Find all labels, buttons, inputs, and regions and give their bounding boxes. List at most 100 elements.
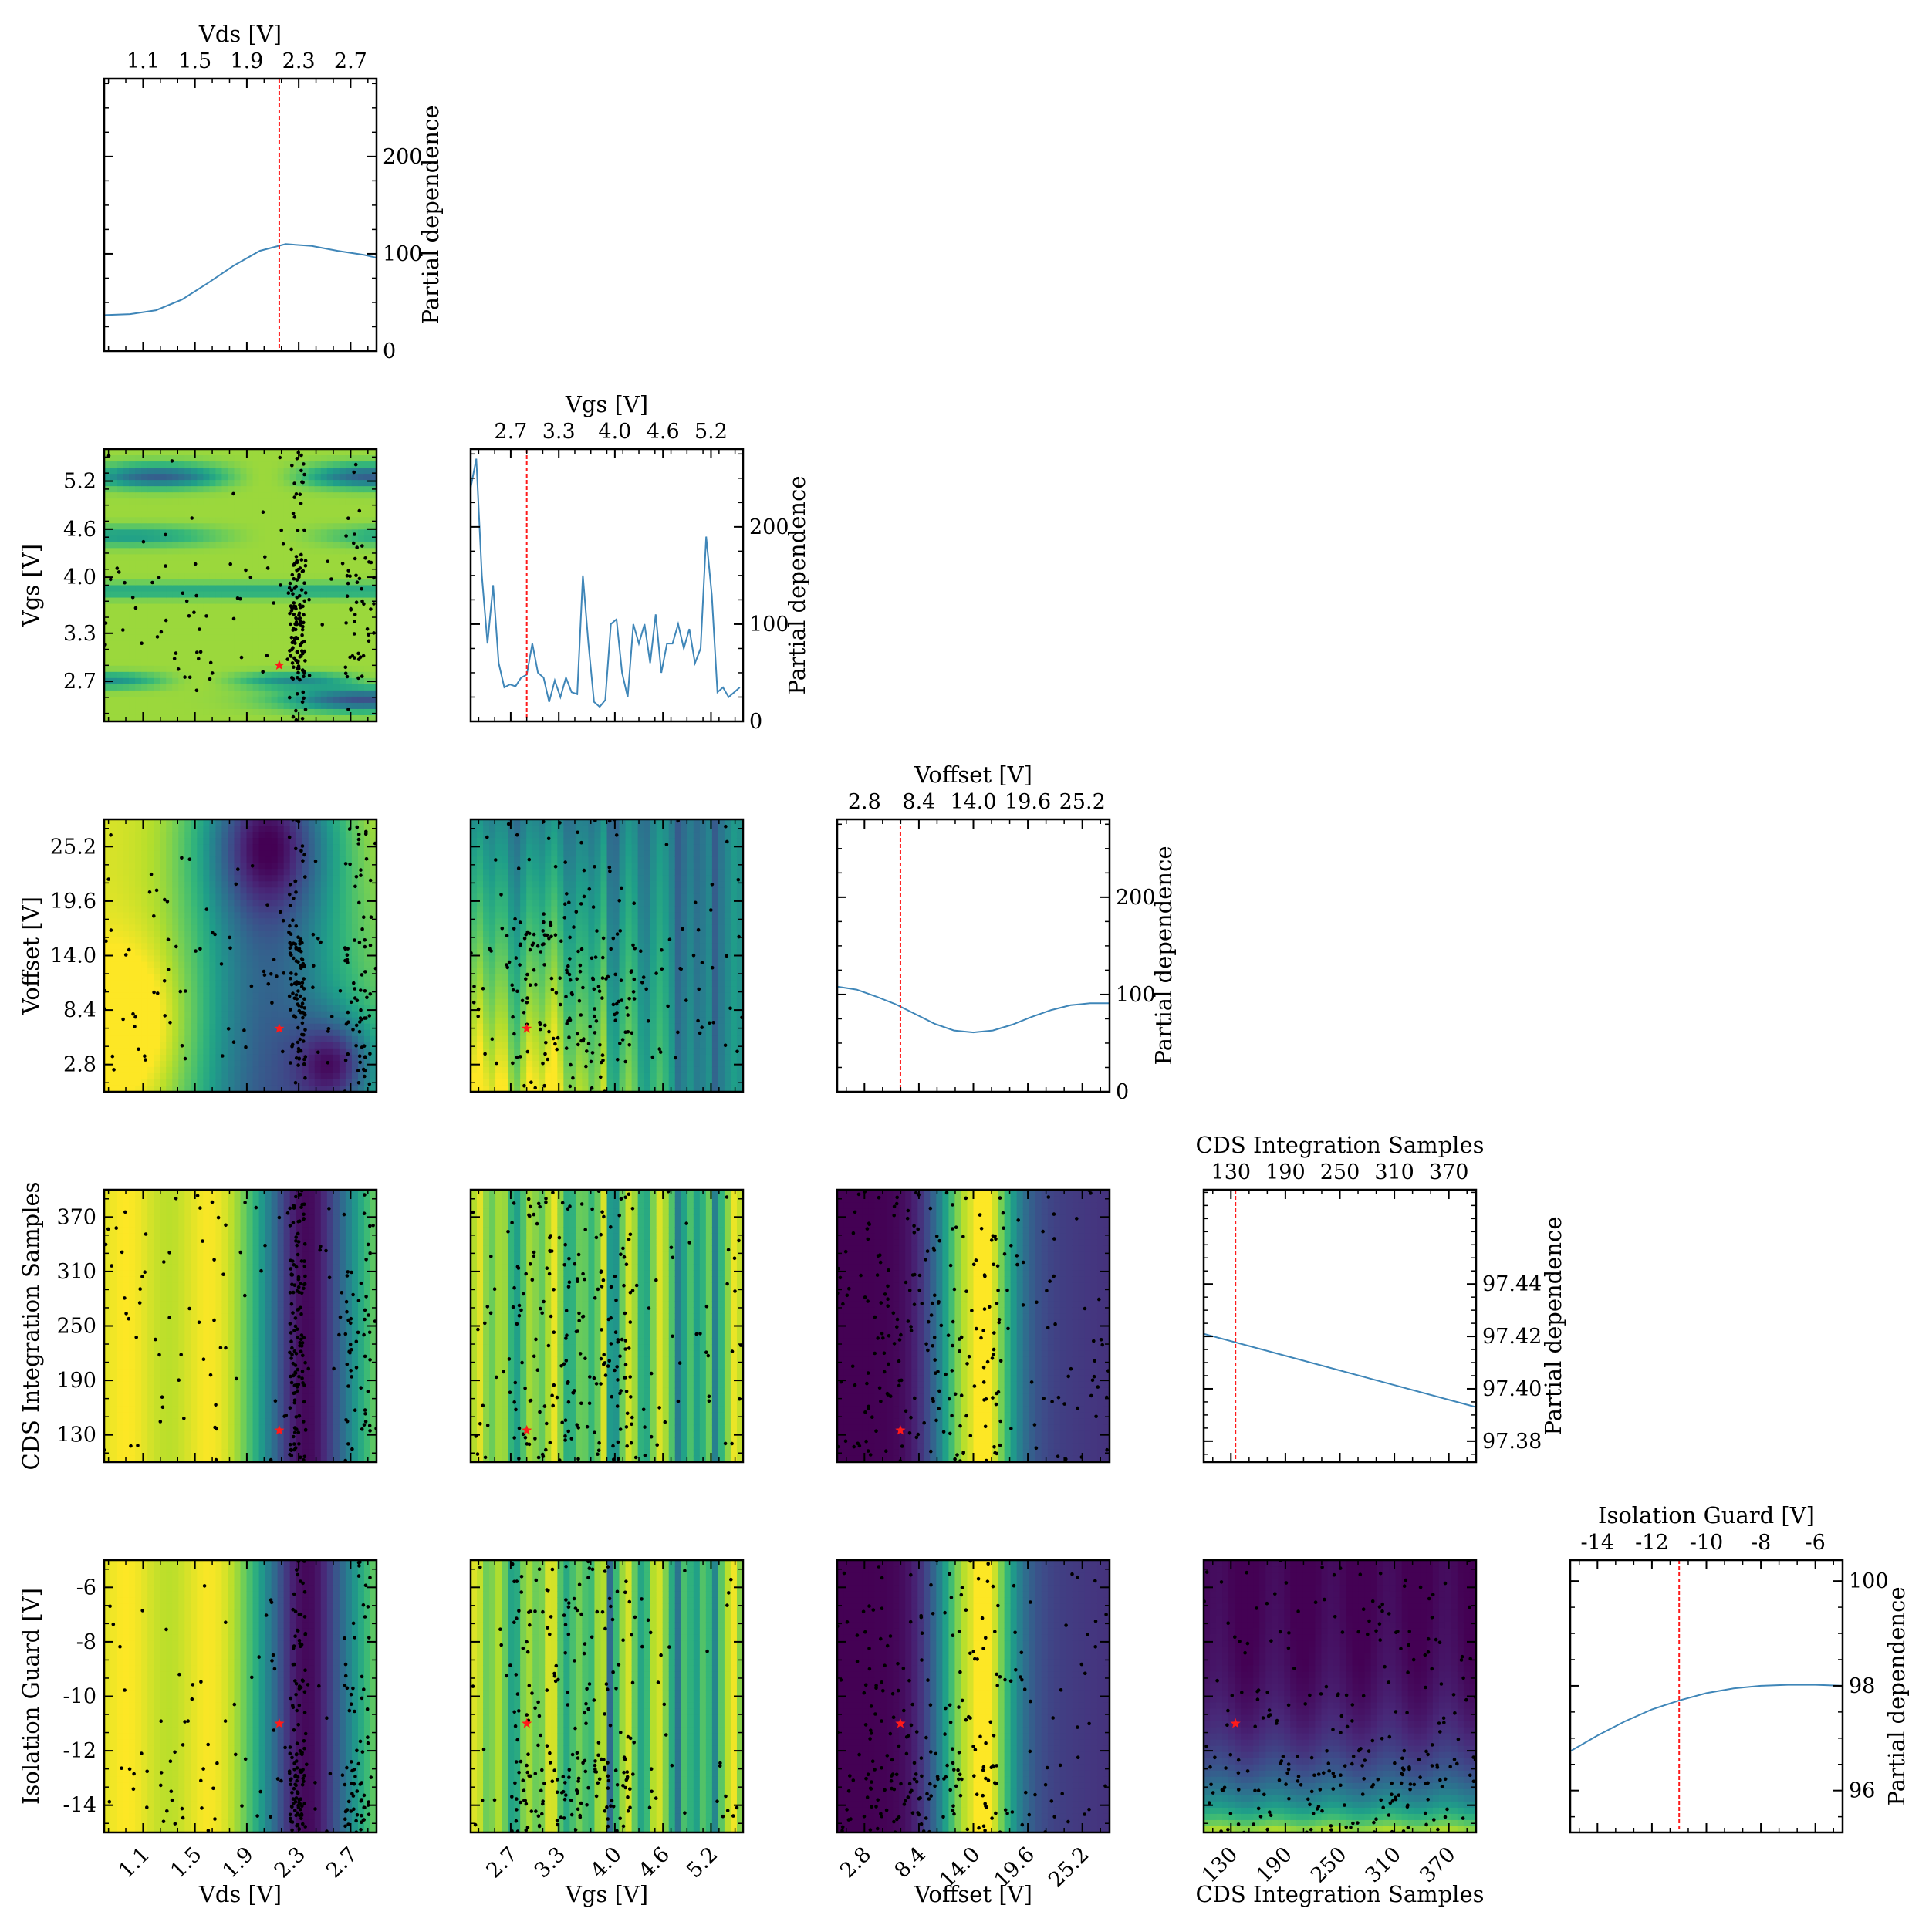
heatmap-cell — [234, 610, 241, 617]
heatmap-cell — [117, 523, 123, 530]
heatmap-cell — [315, 968, 322, 975]
heatmap-cell — [228, 486, 235, 493]
heatmap-cell — [147, 949, 154, 956]
heatmap-cell — [253, 956, 260, 963]
heatmap-cell — [278, 949, 285, 956]
heatmap-cell — [135, 623, 142, 630]
heatmap-cell — [296, 881, 303, 888]
heatmap-cell — [166, 1061, 173, 1068]
heatmap-cell — [502, 906, 508, 913]
heatmap-cell — [135, 560, 142, 567]
sample-point — [279, 910, 282, 914]
sample-point — [116, 566, 120, 570]
heatmap-cell — [321, 455, 328, 462]
heatmap-cell — [154, 863, 160, 870]
heatmap-cell — [172, 623, 179, 630]
heatmap-cell — [309, 1012, 316, 1018]
heatmap-cell — [327, 654, 334, 660]
heatmap-cell — [265, 819, 272, 826]
heatmap-cell — [278, 635, 285, 642]
sample-point — [144, 1058, 147, 1062]
heatmap-cell — [228, 838, 235, 845]
sample-point — [299, 1038, 302, 1042]
heatmap-cell — [228, 968, 235, 975]
heatmap-cell — [123, 918, 130, 925]
sample-point — [152, 914, 156, 918]
heatmap-cell — [160, 850, 167, 857]
heatmap-cell — [154, 554, 160, 561]
heatmap-cell — [203, 999, 210, 1006]
heatmap-cell — [228, 498, 235, 505]
heatmap-cell — [333, 610, 340, 617]
heatmap-cell — [234, 1079, 241, 1086]
heatmap-cell — [333, 850, 340, 857]
heatmap-cell — [147, 560, 154, 567]
heatmap-cell — [221, 598, 228, 605]
heatmap-cell — [272, 844, 279, 851]
heatmap-cell — [123, 893, 130, 900]
heatmap-cell — [154, 850, 160, 857]
heatmap-cell — [284, 449, 291, 456]
sample-point — [297, 617, 301, 621]
sample-point — [299, 606, 302, 610]
heatmap-cell — [215, 529, 222, 536]
heatmap-cell — [160, 703, 167, 710]
heatmap-cell — [259, 844, 266, 851]
heatmap-cell — [141, 610, 148, 617]
heatmap-cell — [197, 974, 204, 981]
heatmap-cell — [110, 912, 117, 919]
heatmap-cell — [290, 474, 297, 481]
heatmap-cell — [489, 1079, 496, 1086]
heatmap-cell — [234, 672, 241, 679]
heatmap-cell — [160, 999, 167, 1006]
heatmap-cell — [129, 654, 136, 660]
sample-point — [292, 665, 296, 669]
heatmap-cell — [483, 844, 490, 851]
heatmap-cell — [160, 949, 167, 956]
heatmap-cell — [129, 1036, 136, 1043]
heatmap-cell — [253, 486, 260, 493]
heatmap-cell — [123, 987, 130, 994]
heatmap-cell — [215, 468, 222, 475]
heatmap-cell — [104, 819, 111, 826]
heatmap-cell — [221, 672, 228, 679]
sample-point — [316, 1051, 320, 1055]
heatmap-cell — [172, 616, 179, 623]
heatmap-cell — [184, 1030, 191, 1037]
heatmap-cell — [110, 1079, 117, 1086]
sample-point — [294, 942, 298, 946]
heatmap-cell — [352, 1073, 359, 1080]
heatmap-cell — [141, 949, 148, 956]
heatmap-cell — [234, 492, 241, 499]
heatmap-cell — [172, 542, 179, 549]
heatmap-cell — [259, 629, 266, 636]
heatmap-cell — [358, 635, 365, 642]
heatmap-cell — [184, 554, 191, 561]
heatmap-cell — [272, 604, 279, 611]
heatmap-cell — [110, 968, 117, 975]
heatmap-cell — [117, 573, 123, 579]
heatmap-cell — [184, 492, 191, 499]
heatmap-cell — [241, 697, 248, 704]
heatmap-cell — [215, 672, 222, 679]
heatmap-cell — [302, 943, 309, 950]
heatmap-cell — [247, 875, 254, 882]
heatmap-cell — [221, 956, 228, 963]
heatmap-cell — [178, 906, 185, 913]
heatmap-cell — [191, 832, 198, 839]
heatmap-cell — [147, 1079, 154, 1086]
sample-point — [358, 1020, 362, 1024]
heatmap-cell — [178, 492, 185, 499]
heatmap-cell — [340, 844, 346, 851]
heatmap-cell — [154, 672, 160, 679]
heatmap-cell — [327, 566, 334, 573]
heatmap-cell — [253, 586, 260, 593]
heatmap-cell — [284, 962, 291, 969]
heatmap-cell — [471, 1024, 478, 1031]
heatmap-cell — [327, 893, 334, 900]
heatmap-cell — [123, 474, 130, 481]
heatmap-cell — [253, 832, 260, 839]
heatmap-cell — [166, 912, 173, 919]
heatmap-cell — [358, 492, 365, 499]
heatmap-cell — [135, 937, 142, 944]
